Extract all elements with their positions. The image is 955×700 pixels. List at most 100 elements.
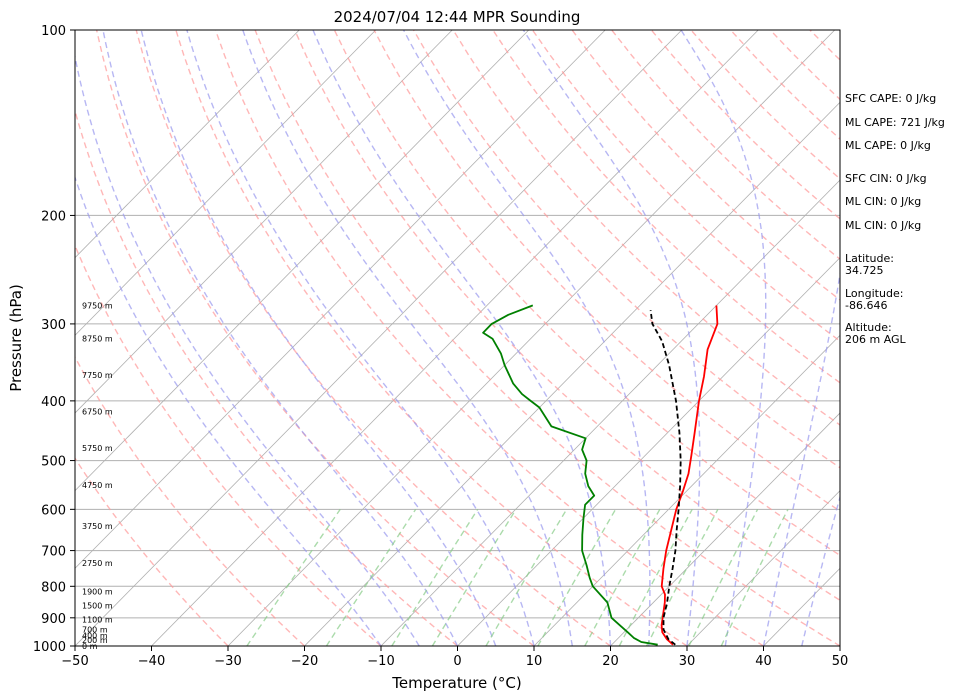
dry-adiabat <box>452 30 840 426</box>
side-annotation: ML CAPE: 721 J/kg <box>845 116 945 129</box>
dewpoint-line <box>482 304 658 646</box>
height-label: 8750 m <box>82 335 113 344</box>
isotherm <box>75 30 606 569</box>
height-label: 700 m <box>82 625 108 634</box>
mixing-ratio-line <box>537 508 617 646</box>
side-annotation: ML CIN: 0 J/kg <box>845 219 921 232</box>
x-tick-label: 10 <box>526 654 543 669</box>
x-tick-label: −30 <box>214 654 241 669</box>
mixing-ratio-line <box>688 508 759 646</box>
mixing-ratio-line <box>246 508 341 646</box>
x-tick-label: −40 <box>138 654 165 669</box>
side-annotation: -86.646 <box>845 299 887 312</box>
y-tick-label: 800 <box>41 580 66 595</box>
y-tick-label: 700 <box>41 545 66 560</box>
side-annotations: SFC CAPE: 0 J/kg ML CAPE: 721 J/kg ML CAPE… <box>845 92 945 346</box>
chart-title: 2024/07/04 12:44 MPR Sounding <box>334 8 581 26</box>
dry-adiabat <box>75 243 382 646</box>
dry-adiabat <box>75 108 458 646</box>
moist-adiabat <box>75 175 382 646</box>
temperature-line <box>660 305 719 646</box>
height-label: 5750 m <box>82 444 113 453</box>
isotherm <box>75 30 530 492</box>
height-label: 4750 m <box>82 481 113 490</box>
side-annotation: 206 m AGL <box>845 333 907 346</box>
height-label: 2750 m <box>82 559 113 568</box>
dry-adiabat <box>75 355 305 646</box>
y-tick-label: 400 <box>41 395 66 410</box>
moist-adiabat <box>762 269 840 646</box>
y-tick-label: 200 <box>41 209 66 224</box>
moist-adiabat <box>186 30 535 646</box>
mixing-ratio-line <box>325 508 417 646</box>
y-tick-label: 900 <box>41 612 66 627</box>
y-axis: 100 200 300 400 500 600 700 800 900 1000 <box>33 24 75 655</box>
height-label: 1500 m <box>82 601 113 610</box>
dry-adiabat <box>294 30 840 602</box>
side-annotation: Altitude: <box>845 321 892 334</box>
dry-adiabat <box>135 30 611 646</box>
moist-adiabat <box>801 494 840 646</box>
y-tick-label: 600 <box>41 503 66 518</box>
height-label: 200 m <box>82 636 108 645</box>
dry-adiabat <box>531 30 840 342</box>
mixing-ratio-line <box>645 508 719 646</box>
isotherm <box>75 30 377 336</box>
isotherm <box>304 101 840 646</box>
isotherm <box>75 30 300 259</box>
x-axis-label: Temperature (°C) <box>391 674 521 692</box>
height-label: 6750 m <box>82 407 113 416</box>
isotherm <box>75 30 683 646</box>
side-annotation: Latitude: <box>845 252 894 265</box>
series-lines <box>482 304 719 646</box>
moist-adiabat <box>102 30 459 646</box>
x-tick-label: 20 <box>602 654 619 669</box>
isotherm <box>75 30 453 414</box>
side-annotation: ML CIN: 0 J/kg <box>845 195 921 208</box>
side-annotation: SFC CAPE: 0 J/kg <box>845 92 936 105</box>
height-labels: 9750 m 8750 m 7750 m 6750 m 5750 m 4750 m 3750… <box>82 301 113 651</box>
x-tick-label: 50 <box>832 654 849 669</box>
height-label: 3750 m <box>82 522 113 531</box>
x-tick-label: −20 <box>291 654 318 669</box>
isotherm <box>686 490 840 646</box>
dry-adiabat <box>175 30 688 646</box>
dry-adiabat <box>412 30 840 469</box>
x-tick-label: −10 <box>367 654 394 669</box>
dry-adiabat <box>254 30 840 646</box>
background-lines <box>75 30 840 646</box>
x-tick-label: 0 <box>453 654 461 669</box>
dry-adiabat <box>333 30 840 557</box>
x-tick-label: 40 <box>755 654 772 669</box>
y-tick-label: 1000 <box>33 640 66 655</box>
height-label: 400 m <box>82 632 108 641</box>
parcel-line <box>649 310 682 646</box>
height-label: 1900 m <box>82 587 113 596</box>
moist-adiabat <box>75 53 420 646</box>
y-axis-label: Pressure (hPa) <box>7 284 25 392</box>
isotherm <box>533 334 840 646</box>
side-annotation: 34.725 <box>845 264 884 277</box>
moist-adiabat <box>680 30 767 646</box>
dry-adiabat <box>492 30 840 384</box>
side-annotation: ML CAPE: 0 J/kg <box>845 139 931 152</box>
isotherm <box>380 179 840 646</box>
height-label: 1100 m <box>82 615 113 624</box>
dry-adiabat <box>95 30 535 646</box>
y-tick-label: 300 <box>41 318 66 333</box>
y-tick-label: 500 <box>41 455 66 470</box>
mixing-ratio-line <box>391 508 479 646</box>
mixing-ratio-line <box>720 508 789 646</box>
y-tick-label: 100 <box>41 24 66 39</box>
x-axis: −50 −40 −30 −20 −10 0 10 20 30 40 50 <box>61 646 848 669</box>
side-annotation: Longitude: <box>845 287 903 300</box>
isotherm <box>227 30 836 646</box>
dry-adiabat <box>571 30 840 301</box>
height-label: 0 m <box>82 642 98 651</box>
isotherm <box>151 30 759 646</box>
side-annotation: SFC CIN: 0 J/kg <box>845 172 927 185</box>
x-tick-label: −50 <box>61 654 88 669</box>
dry-adiabat <box>75 456 229 646</box>
moist-adiabat <box>402 30 651 646</box>
